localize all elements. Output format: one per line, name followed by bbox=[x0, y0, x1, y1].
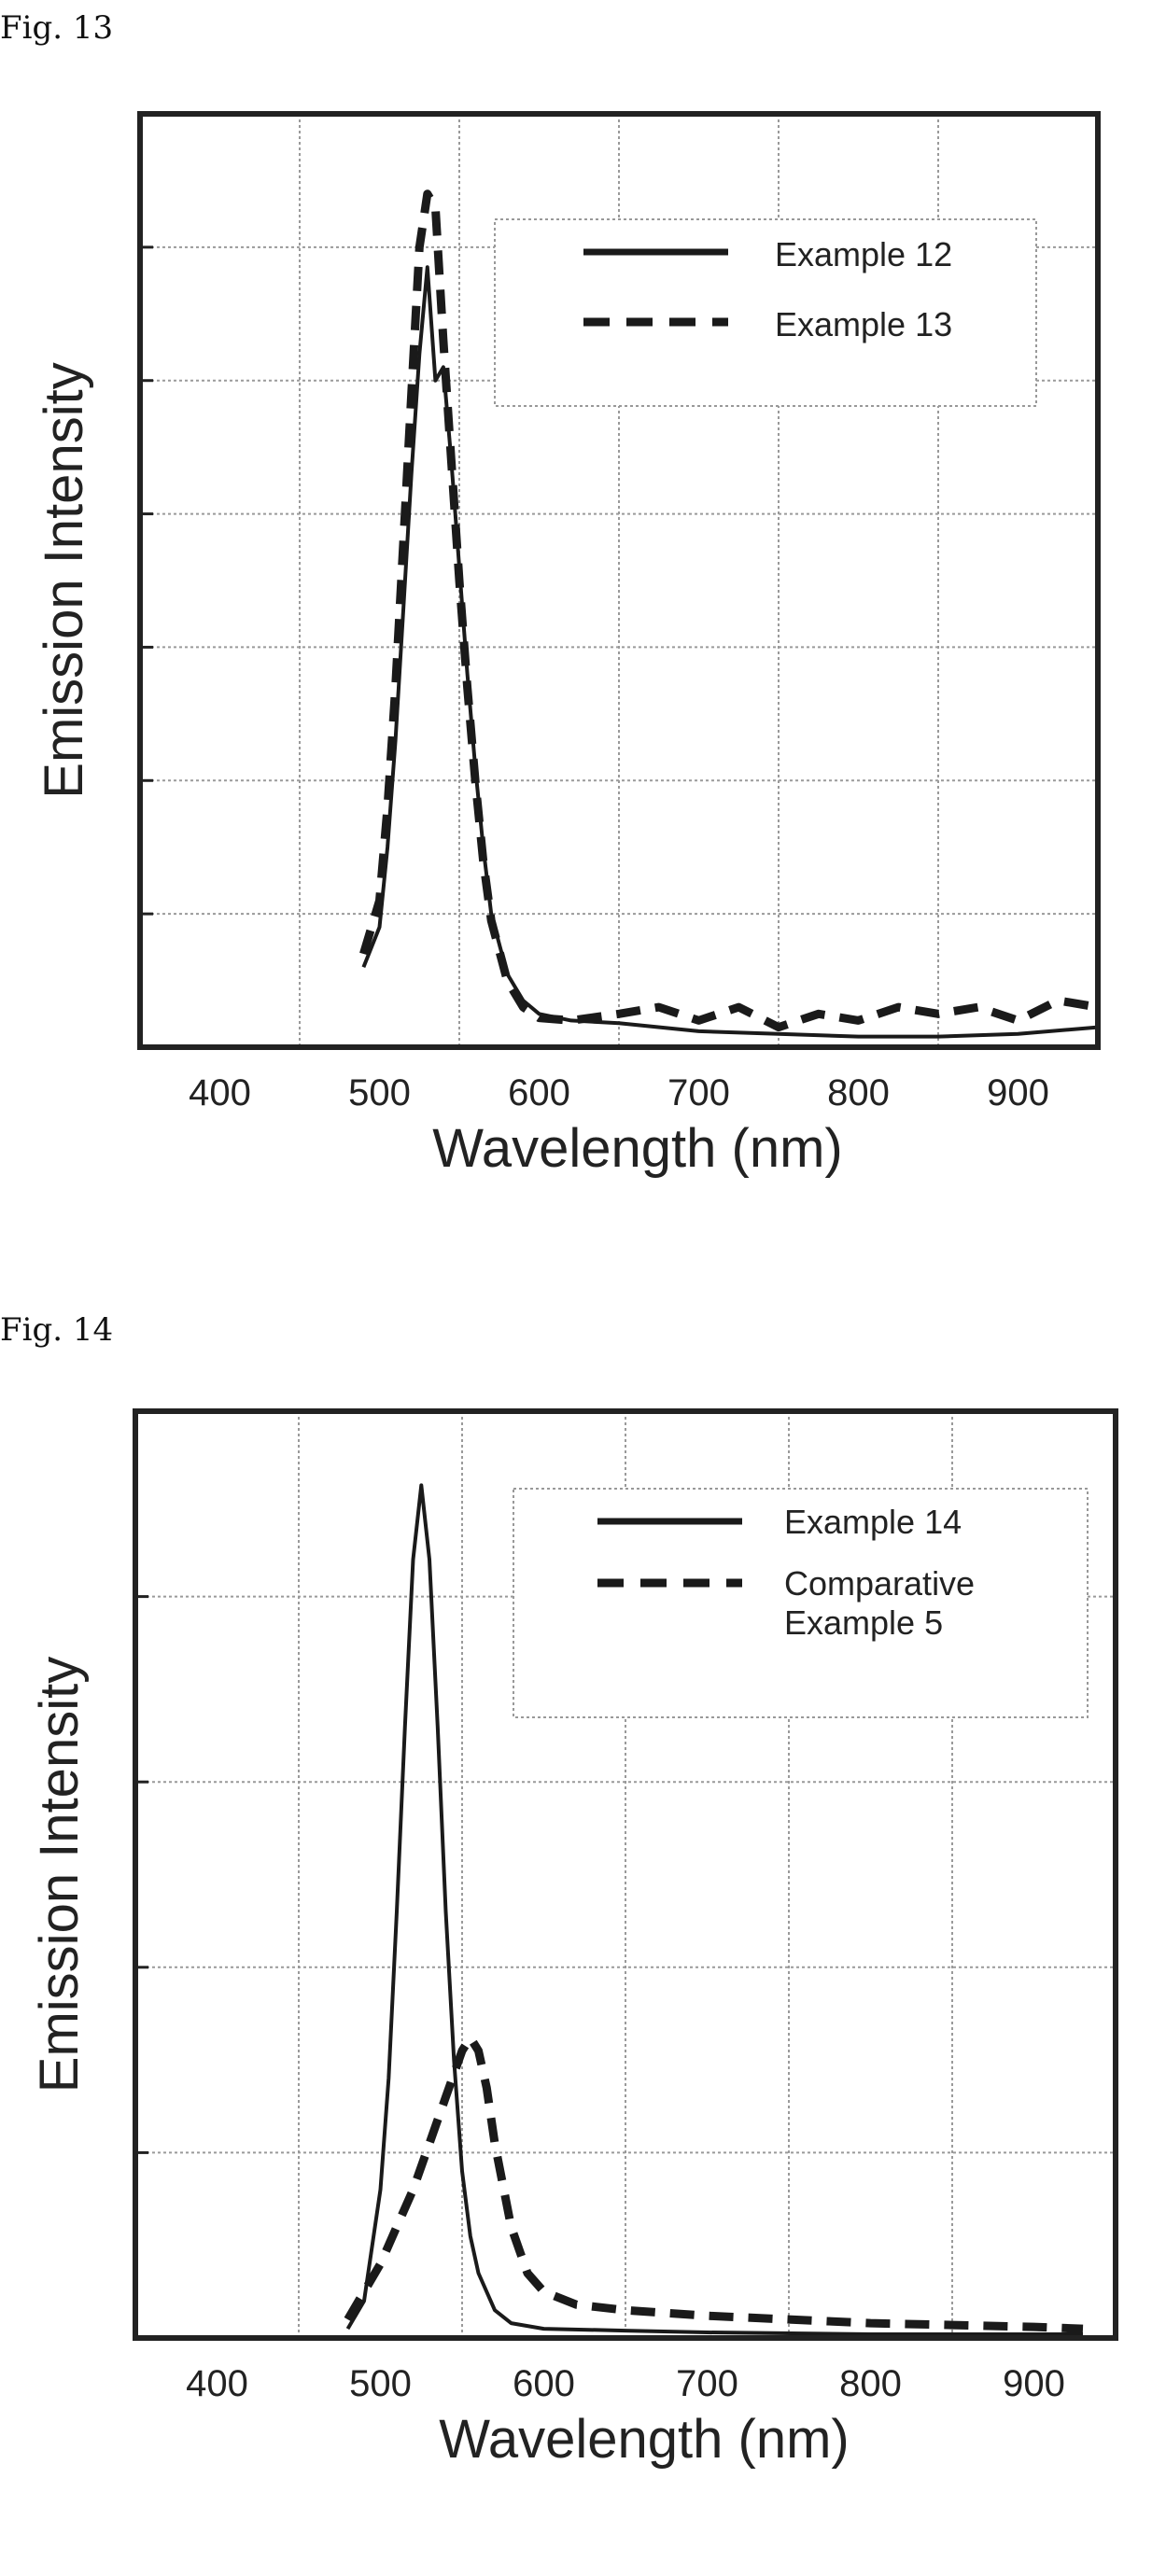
chart-fig-13: 400 500 600 700 800 900 Wavelength (nm) Emissio… bbox=[34, 111, 1101, 1179]
series-line-dashed bbox=[344, 2033, 1084, 2333]
x-tick-label: 800 bbox=[827, 1072, 890, 1113]
figure-14-label: Fig. 14 bbox=[0, 1311, 114, 1349]
x-tick-label: 400 bbox=[186, 2363, 248, 2404]
legend: Example 14 Comparative Example 5 bbox=[513, 1488, 1089, 1718]
x-axis-label: Wavelength (nm) bbox=[439, 2409, 849, 2470]
legend-box bbox=[494, 218, 1037, 407]
plot-frame bbox=[133, 1408, 1118, 2341]
legend-label: Example 13 bbox=[775, 305, 952, 343]
legend-label-line: Comparative bbox=[784, 1564, 975, 1603]
legend-label-line: Example 5 bbox=[784, 1603, 943, 1642]
x-tick-label: 700 bbox=[676, 2363, 738, 2404]
legend-label: Example 12 bbox=[775, 235, 952, 273]
x-tick-label: 900 bbox=[1003, 2363, 1065, 2404]
x-tick-label: 600 bbox=[508, 1072, 570, 1113]
x-tick-label: 400 bbox=[189, 1072, 251, 1113]
legend-box bbox=[513, 1488, 1089, 1718]
figure-13-label: Fig. 13 bbox=[0, 9, 114, 47]
x-tick-label: 600 bbox=[513, 2363, 575, 2404]
y-axis-label: Emission Intensity bbox=[34, 362, 94, 798]
plot-frame bbox=[137, 111, 1101, 1050]
x-tick-label: 500 bbox=[348, 1072, 411, 1113]
legend: Example 12 Example 13 bbox=[494, 218, 1037, 407]
series-line-solid bbox=[345, 1483, 1083, 2336]
legend-label: Comparative Example 5 bbox=[784, 1564, 975, 1642]
y-axis-label: Emission Intensity bbox=[29, 1657, 90, 2093]
x-tick-label: 700 bbox=[667, 1072, 730, 1113]
legend-label: Example 14 bbox=[784, 1503, 962, 1541]
series-line-dashed bbox=[359, 189, 1099, 1032]
x-axis-label: Wavelength (nm) bbox=[432, 1118, 842, 1179]
chart-fig-14: 400 500 600 700 800 900 Wavelength (nm) Emissio… bbox=[29, 1408, 1118, 2470]
x-tick-label: 500 bbox=[349, 2363, 412, 2404]
x-tick-label: 800 bbox=[839, 2363, 902, 2404]
x-tick-label: 900 bbox=[987, 1072, 1049, 1113]
